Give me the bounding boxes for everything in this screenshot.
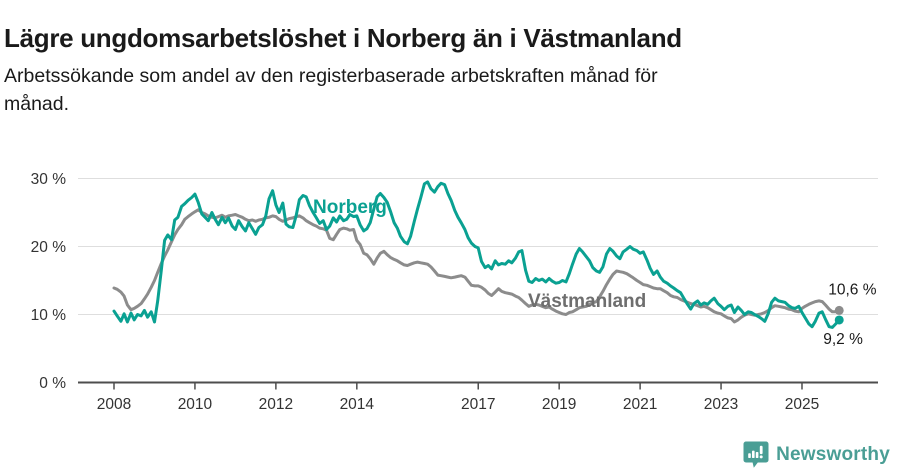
end-value-label: 10,6 %: [828, 281, 876, 298]
subtitle-line-1: Arbetssökande som andel av den registerb…: [4, 65, 658, 87]
x-tick-label: 2014: [340, 396, 375, 413]
x-tick-label: 2010: [178, 396, 213, 413]
page-title: Lägre ungdomsarbetslöshet i Norberg än i…: [4, 23, 682, 54]
y-tick-label: 30 %: [31, 171, 67, 188]
x-tick-label: 2017: [461, 396, 495, 413]
x-tick-label: 2023: [704, 396, 738, 413]
chart-subtitle: Arbetssökande som andel av den registerb…: [4, 62, 824, 118]
x-tick-label: 2021: [623, 396, 657, 413]
y-tick-label: 20 %: [31, 239, 67, 256]
x-tick-label: 2008: [97, 396, 131, 413]
series-line-norberg: [112, 180, 841, 329]
subtitle-line-2: månad.: [4, 93, 70, 115]
y-tick-label: 0 %: [39, 375, 66, 392]
series-line-västmanland: [112, 208, 841, 324]
brand-text: Newsworthy: [776, 444, 890, 465]
end-dot-västmanland: [834, 305, 844, 315]
series-label-norberg: Norberg: [313, 197, 387, 218]
end-dot-norberg: [834, 315, 844, 325]
x-tick-label: 2025: [785, 396, 819, 413]
newsworthy-bubble-icon: [743, 441, 769, 468]
x-tick-label: 2012: [259, 396, 293, 413]
x-tick-label: 2019: [542, 396, 576, 413]
series-label-västmanland: Västmanland: [528, 291, 646, 312]
y-tick-label: 10 %: [31, 307, 67, 324]
newsworthy-logo: Newsworthy: [743, 441, 890, 469]
end-value-label: 9,2 %: [823, 331, 863, 348]
